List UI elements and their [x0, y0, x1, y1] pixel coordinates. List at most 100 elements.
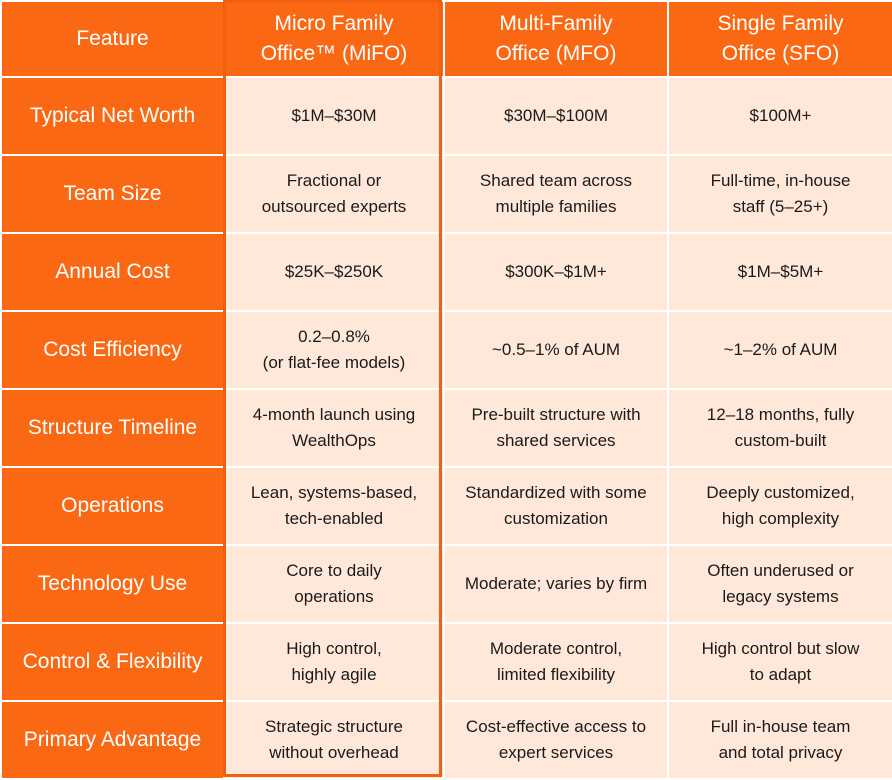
feature-label: Technology Use [0, 544, 225, 624]
sfo-cell: 12–18 months, fully custom-built [667, 388, 892, 468]
sfo-cell-line: high complexity [721, 509, 840, 528]
sfo-cell-line: legacy systems [722, 587, 839, 606]
mfo-cell-line: Standardized with some [465, 483, 647, 502]
mifo-cell-line: (or flat-fee models) [262, 353, 406, 372]
table-row: Operations Lean, systems-based, tech-enabl… [0, 466, 892, 546]
table-header: Feature Micro Family Office™ (MiFO) Multi-F… [0, 0, 892, 78]
mifo-cell-line: without overhead [269, 743, 399, 762]
table-row: Cost Efficiency 0.2–0.8% (or flat-fee mode… [0, 310, 892, 390]
mfo-cell-line: shared services [496, 431, 616, 450]
sfo-cell-line: staff (5–25+) [732, 197, 829, 216]
mfo-cell-line: Shared team across [479, 171, 633, 190]
mifo-cell-line: $1M–$30M [291, 106, 377, 125]
column-header-line: Feature [76, 27, 149, 50]
feature-column-header: Feature [0, 0, 225, 78]
mifo-cell-line: operations [294, 587, 374, 606]
table-body: Typical Net Worth $1M–$30M $30M–$100M $100M… [0, 76, 892, 780]
sfo-cell: $100M+ [667, 76, 892, 156]
mfo-cell-line: Cost-effective access to [465, 717, 647, 736]
feature-label: Operations [0, 466, 225, 546]
sfo-cell-line: ~1–2% of AUM [723, 340, 838, 359]
sfo-cell-line: High control but slow [701, 639, 860, 658]
sfo-cell-line: $1M–$5M+ [737, 262, 824, 281]
mifo-cell: Lean, systems-based, tech-enabled [223, 466, 445, 546]
mfo-cell-line: multiple families [495, 197, 617, 216]
mfo-cell-line: limited flexibility [496, 665, 616, 684]
column-header-line: Single Family [717, 12, 844, 35]
mfo-cell-line: expert services [498, 743, 614, 762]
column-header-line: Micro Family [274, 12, 394, 35]
feature-label: Annual Cost [0, 232, 225, 312]
table-row: Control & Flexibility High control, highly… [0, 622, 892, 702]
mifo-cell: High control, highly agile [223, 622, 445, 702]
mifo-cell: Strategic structure without overhead [223, 700, 445, 780]
sfo-cell-line: 12–18 months, fully [706, 405, 855, 424]
mifo-cell: 0.2–0.8% (or flat-fee models) [223, 310, 445, 390]
mifo-cell: Core to daily operations [223, 544, 445, 624]
mfo-column-header: Multi-Family Office (MFO) [443, 0, 669, 78]
mfo-cell: Moderate; varies by firm [443, 544, 669, 624]
column-header-line: Office™ (MiFO) [260, 42, 408, 65]
mfo-cell: Shared team across multiple families [443, 154, 669, 234]
feature-label: Cost Efficiency [0, 310, 225, 390]
mfo-cell-line: Moderate control, [489, 639, 623, 658]
table-row: Primary Advantage Strategic structure with… [0, 700, 892, 780]
feature-label: Typical Net Worth [0, 76, 225, 156]
mifo-cell-line: Lean, systems-based, [250, 483, 418, 502]
sfo-cell: Often underused or legacy systems [667, 544, 892, 624]
sfo-cell-line: Deeply customized, [706, 483, 855, 502]
sfo-cell: High control but slow to adapt [667, 622, 892, 702]
mfo-cell-line: Pre-built structure with [471, 405, 641, 424]
table-row: Technology Use Core to daily operations Mod… [0, 544, 892, 624]
mifo-cell-line: $25K–$250K [284, 262, 384, 281]
mifo-cell: 4-month launch using WealthOps [223, 388, 445, 468]
sfo-cell-line: Full in-house team [710, 717, 851, 736]
feature-label: Control & Flexibility [0, 622, 225, 702]
column-header-line: Office (MFO) [495, 42, 617, 65]
mifo-cell: Fractional or outsourced experts [223, 154, 445, 234]
mfo-cell-line: $300K–$1M+ [505, 262, 607, 281]
table-row: Team Size Fractional or outsourced experts… [0, 154, 892, 234]
mifo-cell-line: tech-enabled [284, 509, 384, 528]
sfo-cell: Full-time, in-house staff (5–25+) [667, 154, 892, 234]
table-row: Structure Timeline 4-month launch using We… [0, 388, 892, 468]
mfo-cell-line: $30M–$100M [504, 106, 608, 125]
mifo-cell-line: outsourced experts [261, 197, 407, 216]
mifo-column-header: Micro Family Office™ (MiFO) [223, 0, 445, 78]
mifo-cell-line: High control, [286, 639, 382, 658]
mfo-cell: Standardized with some customization [443, 466, 669, 546]
column-header-line: Office (SFO) [721, 42, 840, 65]
feature-label: Structure Timeline [0, 388, 225, 468]
table-row: Annual Cost $25K–$250K $300K–$1M+ $1M–$5M+ [0, 232, 892, 312]
column-header-line: Multi-Family [499, 12, 613, 35]
table-row: Typical Net Worth $1M–$30M $30M–$100M $100M… [0, 76, 892, 156]
feature-label: Team Size [0, 154, 225, 234]
mifo-cell-line: Fractional or [286, 171, 382, 190]
sfo-cell-line: Often underused or [707, 561, 854, 580]
mfo-cell: Cost-effective access to expert services [443, 700, 669, 780]
feature-label: Primary Advantage [0, 700, 225, 780]
mfo-cell-line: customization [504, 509, 608, 528]
mifo-cell-line: Strategic structure [265, 717, 403, 736]
mfo-cell-line: Moderate; varies by firm [464, 574, 648, 593]
sfo-cell-line: Full-time, in-house [710, 171, 851, 190]
mifo-cell-line: highly agile [291, 665, 377, 684]
sfo-cell: ~1–2% of AUM [667, 310, 892, 390]
mfo-cell: $30M–$100M [443, 76, 669, 156]
sfo-cell-line: custom-built [734, 431, 827, 450]
sfo-cell: Deeply customized, high complexity [667, 466, 892, 546]
mifo-cell: $25K–$250K [223, 232, 445, 312]
mfo-cell: Pre-built structure with shared services [443, 388, 669, 468]
mifo-cell-line: Core to daily [286, 561, 382, 580]
sfo-cell: Full in-house team and total privacy [667, 700, 892, 780]
mifo-cell-line: WealthOps [292, 431, 376, 450]
sfo-column-header: Single Family Office (SFO) [667, 0, 892, 78]
mifo-cell-line: 0.2–0.8% [298, 327, 370, 346]
mfo-cell: $300K–$1M+ [443, 232, 669, 312]
mfo-cell: Moderate control, limited flexibility [443, 622, 669, 702]
sfo-cell-line: to adapt [749, 665, 812, 684]
mfo-cell-line: ~0.5–1% of AUM [491, 340, 621, 359]
sfo-cell: $1M–$5M+ [667, 232, 892, 312]
